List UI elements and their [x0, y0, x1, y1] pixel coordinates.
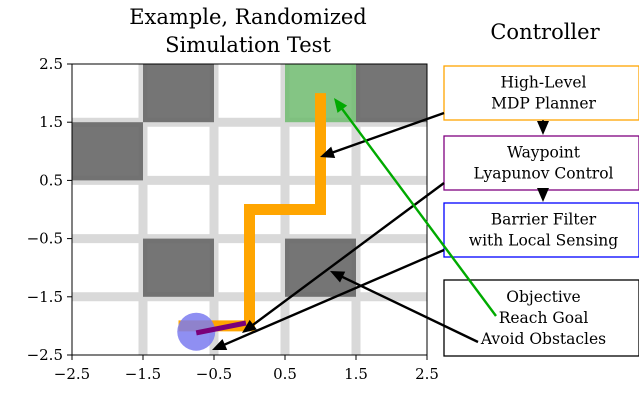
robot-heading-line — [195, 320, 247, 336]
simulation-grid-plot — [71, 63, 428, 356]
objective-box — [443, 279, 639, 357]
lyapunov-box-text: Lyapunov Control — [473, 165, 613, 183]
obstacle-cell — [285, 238, 356, 297]
obstacle-layer — [72, 64, 427, 297]
planner-pointer-arrow — [329, 111, 445, 155]
y-tick-label: −0.5 — [27, 230, 63, 248]
lyapunov-pointer-arrow-head — [242, 319, 257, 333]
controller-boxes: High-Level MDP Planner Waypoint Lyapunov Co… — [443, 65, 639, 357]
obstacle-cell — [143, 238, 214, 297]
x-axis-ticks: −2.5 −1.5 −0.5 0.5 1.5 2.5 — [54, 355, 439, 383]
planner-pointer-arrow-head — [320, 146, 336, 158]
avoid-obstacles-pointer-arrow — [338, 274, 479, 344]
x-tick-label: −1.5 — [125, 365, 161, 383]
barrier-pointer-arrow-head — [212, 338, 228, 350]
avoid-obstacles-pointer-arrow-head — [330, 271, 346, 283]
lyapunov-box — [443, 135, 639, 191]
barrier-filter-box — [443, 202, 639, 258]
plot-frame — [71, 63, 428, 356]
barrier-pointer-arrow — [220, 248, 445, 348]
planner-to-lyapunov-arrow-head — [537, 121, 549, 135]
plot-title-line1: Example, Randomized — [129, 5, 367, 29]
controller-title: Controller — [490, 20, 600, 44]
y-tick-label: 1.5 — [39, 113, 63, 131]
objective-box-text: Avoid Obstacles — [480, 330, 606, 348]
x-tick-label: 2.5 — [415, 365, 439, 383]
y-tick-label: 0.5 — [39, 171, 63, 189]
planner-box-text: MDP Planner — [491, 95, 596, 113]
barrier-filter-box-text: with Local Sensing — [469, 232, 618, 250]
planner-box — [443, 65, 639, 121]
reach-goal-pointer-arrow — [339, 105, 497, 317]
y-tick-label: −1.5 — [27, 288, 63, 306]
x-tick-label: −2.5 — [54, 365, 90, 383]
y-tick-label: 2.5 — [39, 55, 63, 73]
plot-title-line2: Simulation Test — [165, 33, 331, 57]
x-tick-label: 0.5 — [273, 365, 297, 383]
obstacle-cell — [356, 64, 427, 123]
x-tick-label: −0.5 — [196, 365, 232, 383]
robot-layer — [177, 312, 247, 351]
lyapunov-pointer-arrow — [249, 182, 445, 329]
x-tick-label: 1.5 — [344, 365, 368, 383]
lyapunov-box-text: Waypoint — [507, 144, 581, 162]
controller-arrows — [212, 98, 549, 350]
objective-box-text: Objective — [506, 288, 580, 306]
planner-box-text: High-Level — [501, 74, 587, 92]
reach-goal-pointer-arrow-head — [334, 98, 348, 113]
objective-box-text: Reach Goal — [499, 309, 589, 327]
obstacle-cell — [72, 122, 143, 181]
obstacle-cell — [143, 64, 214, 123]
lyapunov-to-barrier-arrow-head — [537, 188, 549, 202]
y-tick-label: −2.5 — [27, 346, 63, 364]
barrier-filter-box-text: Barrier Filter — [491, 211, 597, 229]
y-axis-ticks: 2.5 1.5 0.5 −0.5 −1.5 −2.5 — [27, 55, 72, 364]
